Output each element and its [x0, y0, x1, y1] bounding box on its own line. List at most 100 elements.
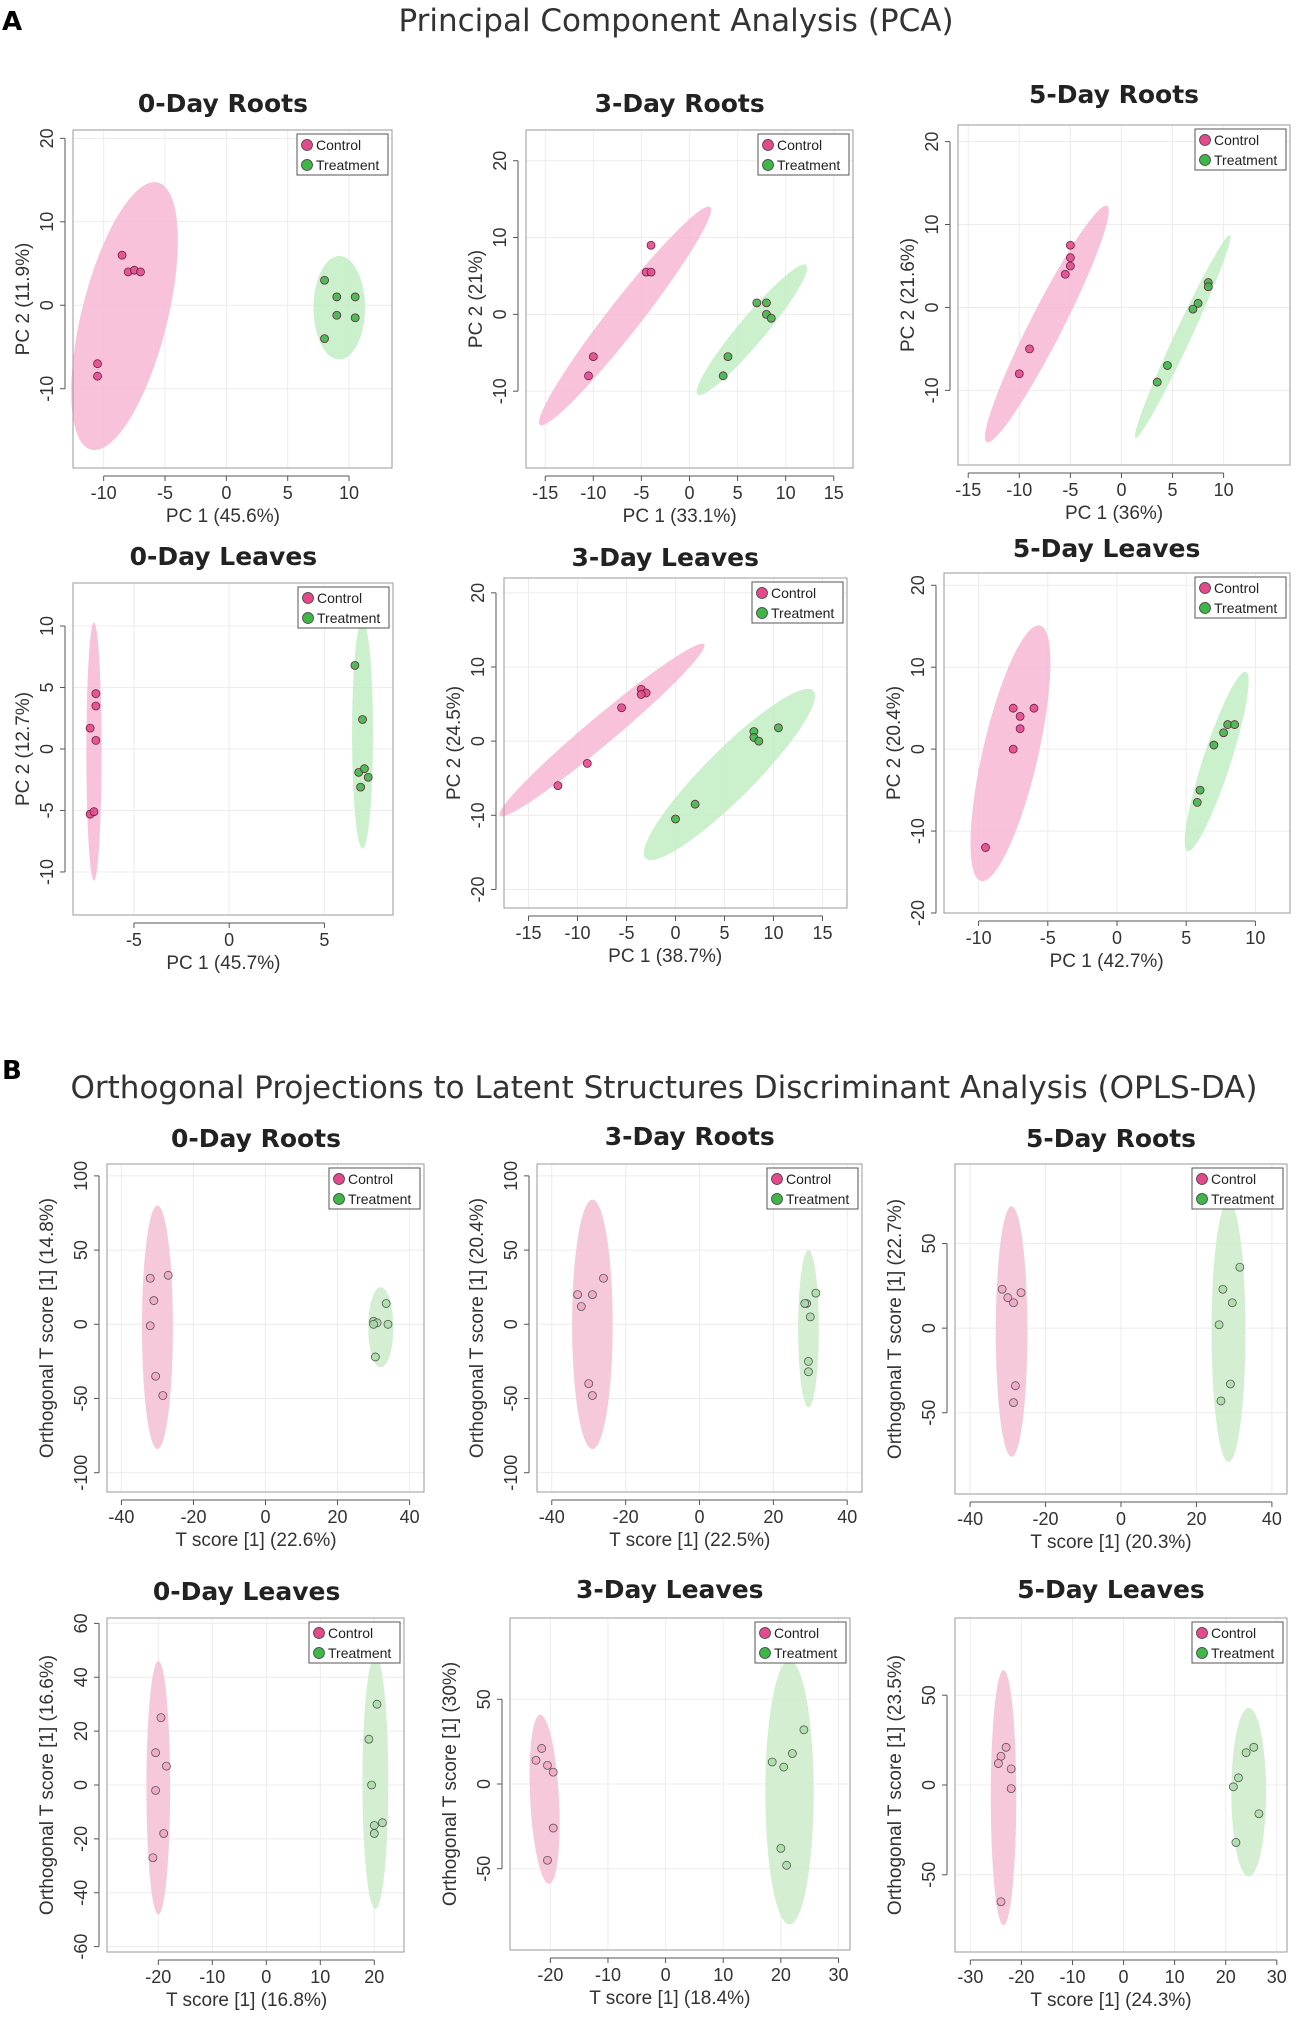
y-tick-label: -10	[908, 818, 928, 844]
legend-control-marker	[313, 1627, 325, 1639]
treatment-point	[1226, 1379, 1235, 1389]
y-tick-label: 100	[501, 1161, 521, 1191]
chart-panel: 0-Day Roots -40 -20 0 20 40 T score [1] (22.6%…	[37, 1124, 425, 1551]
legend-control-marker	[771, 1173, 783, 1185]
legend-box	[1194, 128, 1287, 171]
x-tick-label: 0	[224, 930, 234, 950]
legend-control-label: Control	[1214, 132, 1259, 148]
chart-title: 0-Day Leaves	[130, 542, 318, 571]
x-tick-label: -40	[539, 1507, 565, 1527]
y-tick-label: 0	[71, 1319, 91, 1329]
control-point	[91, 689, 101, 699]
y-tick-label: 50	[474, 1689, 494, 1709]
treatment-point	[787, 1749, 797, 1758]
y-axis-label: PC 2 (11.9%)	[13, 243, 34, 356]
treatment-point	[356, 782, 366, 792]
legend-control-label: Control	[1211, 1171, 1256, 1187]
x-tick-label: 0	[1119, 1967, 1129, 1987]
x-tick-label: 15	[824, 483, 844, 503]
control-point	[1010, 1381, 1020, 1391]
control-point	[584, 1379, 594, 1389]
treatment-point	[1214, 1320, 1224, 1330]
legend-treatment-marker	[302, 612, 314, 624]
treatment-point	[1219, 728, 1228, 738]
treatment-point	[1230, 720, 1240, 729]
x-tick-label: -5	[126, 930, 142, 950]
x-tick-label: -10	[199, 1967, 225, 1987]
x-axis-label: T score [1] (24.3%)	[1030, 1990, 1191, 2011]
control-point	[149, 1296, 159, 1305]
legend-treatment-marker	[771, 1193, 783, 1205]
chart-legend: Control Treatment	[296, 133, 389, 176]
x-tick-label: 10	[1245, 928, 1265, 948]
y-axis-label: Orthogonal T score [1] (30%)	[440, 1662, 461, 1906]
control-point	[1060, 269, 1070, 279]
x-tick-label: 20	[771, 1965, 791, 1985]
x-tick-label: 0	[260, 1507, 270, 1527]
control-point	[1006, 1784, 1016, 1793]
x-tick-label: -5	[1040, 928, 1056, 948]
plot-frame	[957, 124, 1291, 466]
treatment-point	[1218, 1284, 1228, 1294]
y-tick-label: 10	[468, 657, 488, 677]
y-tick-label: 60	[71, 1613, 91, 1633]
plot-frame	[503, 577, 848, 909]
x-tick-label: -5	[157, 483, 173, 503]
legend-box	[754, 1621, 847, 1664]
y-axis-label: PC 2 (21%)	[466, 250, 487, 348]
legend-treatment-marker	[756, 607, 768, 619]
chart-legend: Control Treatment	[751, 581, 844, 624]
control-point	[587, 1290, 597, 1300]
y-tick-label: -20	[908, 900, 928, 926]
chart-panel: 5-Day Leaves -10 -5 0 5 10 PC 1 (42.7%) -20 -10 0…	[884, 534, 1291, 972]
y-axis-label: PC 2 (20.4%)	[884, 686, 905, 800]
control-point	[543, 1760, 552, 1770]
x-tick-label: -10	[580, 483, 606, 503]
legend-treatment-label: Treatment	[1211, 1191, 1274, 1207]
legend-control-label: Control	[1214, 580, 1259, 596]
chart-title: 5-Day Leaves	[1017, 1575, 1205, 1604]
legend-control-label: Control	[348, 1171, 393, 1187]
y-tick-label: 5	[37, 683, 57, 693]
legend-treatment-marker	[759, 1647, 771, 1659]
x-tick-label: -15	[955, 480, 981, 500]
y-axis-label: Orthogonal T score [1] (20.4%)	[467, 1198, 488, 1458]
treatment-point	[1249, 1742, 1259, 1752]
plot-frame	[106, 1163, 425, 1493]
x-tick-label: -10	[564, 923, 590, 943]
legend-control-marker	[756, 587, 768, 599]
y-tick-label: 20	[490, 151, 510, 171]
x-tick-label: 5	[1181, 928, 1191, 948]
treatment-point	[1195, 785, 1205, 795]
control-ellipse	[995, 1206, 1028, 1457]
x-tick-label: -15	[515, 923, 541, 943]
treatment-point	[383, 1319, 393, 1329]
control-point	[91, 701, 101, 711]
legend-treatment-label: Treatment	[316, 157, 379, 173]
chart-legend: Control Treatment	[1194, 128, 1287, 171]
chart-panel: 0-Day Roots -10 -5 0 5 10 PC 1 (45.6%) -10 0 10 20…	[13, 89, 393, 527]
control-point	[582, 758, 592, 768]
y-tick-label: 10	[908, 657, 928, 677]
legend-treatment-label: Treatment	[348, 1191, 411, 1207]
legend-control-marker	[759, 1627, 771, 1639]
treatment-point	[1241, 1748, 1251, 1758]
treatment-ellipse	[352, 619, 373, 849]
legend-control-label: Control	[317, 590, 362, 606]
control-ellipse	[984, 205, 1109, 443]
control-point	[1015, 724, 1025, 734]
treatment-point	[320, 275, 329, 285]
legend-box	[1191, 1167, 1284, 1210]
control-point	[576, 1302, 586, 1311]
y-tick-label: -50	[71, 1385, 91, 1411]
y-tick-label: 10	[37, 616, 57, 636]
legend-treatment-marker	[301, 159, 313, 171]
chart-title: 3-Day Roots	[605, 1122, 775, 1151]
control-point	[646, 240, 656, 250]
chart-legend: Control Treatment	[1191, 1621, 1284, 1664]
control-point	[93, 359, 102, 369]
chart-legend: Control Treatment	[328, 1167, 421, 1210]
x-tick-label: -10	[91, 483, 117, 503]
y-tick-label: 20	[37, 128, 57, 148]
control-ellipse	[572, 1199, 613, 1449]
